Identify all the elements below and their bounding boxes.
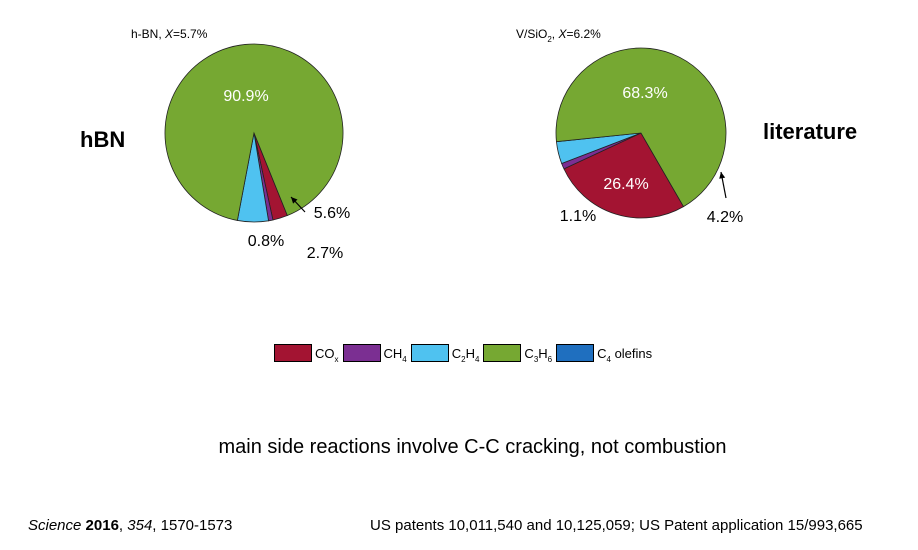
legend-item-c4: C4 olefins bbox=[556, 344, 653, 364]
legend-label: CH4 bbox=[383, 345, 407, 364]
pie-label-c3h6: 90.9% bbox=[223, 88, 268, 105]
pie-chart-literature: 26.4% 1.1% 4.2% 68.3% bbox=[555, 47, 743, 226]
legend-label: C4 olefins bbox=[597, 345, 653, 364]
pie-label-ch4: 1.1% bbox=[560, 208, 596, 225]
legend-item-ch4: CH4 bbox=[342, 344, 407, 364]
legend-label: COx bbox=[315, 345, 339, 364]
left-chart-subtitle: h-BN, X=5.7% bbox=[131, 27, 208, 41]
legend-item-cox: COx bbox=[274, 344, 339, 364]
legend-swatch bbox=[483, 344, 522, 362]
citation: Science 2016, 354, 1570-1573 bbox=[28, 517, 233, 534]
legend-swatch bbox=[342, 344, 381, 362]
legend-swatch bbox=[556, 344, 595, 362]
legend: COx CH4 C2H4 C3H6 C4 olefins bbox=[274, 343, 656, 364]
pie-slice-cox bbox=[563, 132, 685, 219]
legend-item-c3h6: C3H6 bbox=[483, 344, 553, 364]
pie-chart-hbn: 2.7% 0.8% 5.6% 90.9% bbox=[164, 43, 350, 262]
pie-slice-c3h6 bbox=[164, 43, 344, 221]
left-side-label: hBN bbox=[80, 127, 126, 152]
leader-arrowhead bbox=[291, 197, 298, 204]
legend-item-c2h4: C2H4 bbox=[410, 344, 480, 364]
pie-label-c2h4: 5.6% bbox=[314, 205, 350, 222]
right-chart-subtitle: V/SiO2, X=6.2% bbox=[516, 27, 601, 44]
legend-label: C3H6 bbox=[524, 345, 553, 364]
pie-slice-c3h6 bbox=[555, 47, 727, 208]
right-side-label: literature bbox=[763, 119, 858, 144]
pie-label-ch4: 0.8% bbox=[248, 233, 284, 250]
pie-charts: 2.7% 0.8% 5.6% 90.9% 26.4% 1.1% 4.2% 68.3% bbox=[164, 43, 743, 262]
caption: main side reactions involve C-C cracking… bbox=[218, 436, 727, 458]
patents-note: US patents 10,011,540 and 10,125,059; US… bbox=[370, 517, 863, 534]
pie-label-cox: 2.7% bbox=[307, 245, 343, 262]
pie-label-c3h6: 68.3% bbox=[622, 85, 667, 102]
legend-label: C2H4 bbox=[451, 345, 480, 364]
pie-label-cox: 26.4% bbox=[603, 176, 648, 193]
pie-label-c2h4: 4.2% bbox=[707, 209, 743, 226]
leader-arrowhead bbox=[719, 172, 726, 179]
legend-swatch bbox=[274, 344, 312, 362]
legend-swatch bbox=[410, 344, 449, 362]
